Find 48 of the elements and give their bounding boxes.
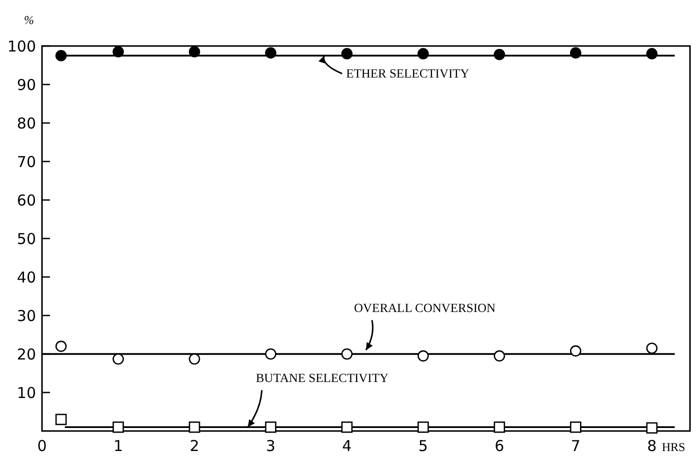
point xyxy=(188,46,200,58)
point xyxy=(341,348,353,360)
y-tick-label: 100 xyxy=(7,37,36,56)
point xyxy=(265,348,276,360)
x-tick-label: 3 xyxy=(266,437,276,455)
x-tick-label: 1 xyxy=(113,437,124,455)
y-axis-title: % xyxy=(24,13,34,27)
y-tick-label: 10 xyxy=(16,384,36,402)
point xyxy=(341,48,353,60)
y-tick-label: 30 xyxy=(16,306,36,325)
x-tick-label: 8 xyxy=(647,437,657,455)
point xyxy=(418,48,429,60)
y-tick-label: 90 xyxy=(16,76,36,94)
y-tick-label: 80 xyxy=(16,114,36,132)
x-tick-label: 6 xyxy=(494,437,504,455)
x-tick-label: 0 xyxy=(37,437,47,455)
point xyxy=(570,422,582,433)
y-tick-label: 70 xyxy=(16,152,36,171)
point xyxy=(55,50,67,62)
point xyxy=(418,422,429,433)
point xyxy=(341,422,353,433)
annotation: BUTANE SELECTIVITY xyxy=(256,371,389,386)
annotation: ETHER SELECTIVITY xyxy=(346,66,470,81)
point xyxy=(55,414,67,426)
annotation: OVERALL CONVERSION xyxy=(354,301,496,316)
x-tick-label: 4 xyxy=(342,437,352,455)
point xyxy=(112,46,124,58)
point xyxy=(570,47,582,59)
x-tick-label: 2 xyxy=(190,437,200,455)
point xyxy=(112,422,124,433)
y-tick-label: 50 xyxy=(16,230,36,248)
point xyxy=(265,422,276,433)
x-tick-label: 7 xyxy=(570,437,580,455)
point xyxy=(188,422,200,433)
point xyxy=(494,422,506,433)
point xyxy=(494,350,506,362)
point xyxy=(265,47,276,59)
point xyxy=(646,422,658,434)
y-tick-label: 60 xyxy=(16,191,36,210)
y-tick-label: 40 xyxy=(16,268,36,286)
point xyxy=(646,48,658,60)
x-axis-title: HRS xyxy=(662,440,686,454)
point xyxy=(494,48,506,60)
point xyxy=(570,345,582,357)
x-tick-label: 5 xyxy=(418,437,428,455)
y-tick-label: 20 xyxy=(16,345,36,364)
point xyxy=(55,340,67,352)
point xyxy=(418,350,429,362)
